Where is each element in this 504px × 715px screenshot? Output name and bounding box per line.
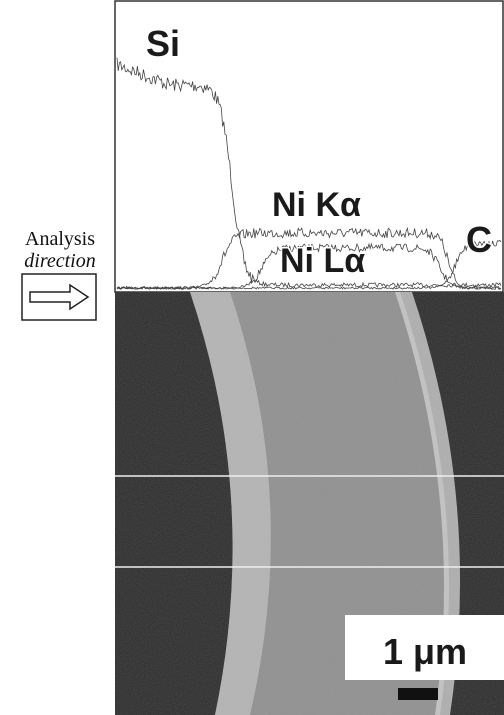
direction-label: direction (24, 250, 95, 272)
profile-trace (116, 57, 502, 289)
direction-arrow (29, 283, 90, 311)
scale-bar-label: 1 μm (383, 631, 467, 672)
sem-image (115, 292, 504, 715)
profile-label: Ni Lα (280, 242, 365, 280)
profiles (116, 57, 502, 291)
direction-label: Analysis (25, 228, 95, 250)
profile-frame (114, 0, 504, 293)
profile-trace (116, 242, 502, 290)
profile-trace (116, 239, 502, 290)
profile-label: Si (146, 23, 180, 64)
profile-label: Ni Kα (272, 186, 361, 224)
profile-label: C (466, 219, 492, 260)
